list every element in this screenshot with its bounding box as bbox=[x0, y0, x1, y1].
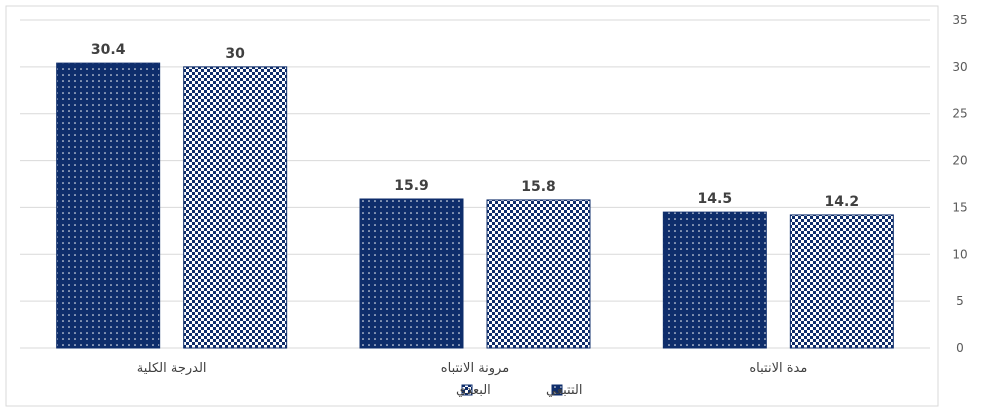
data-label: 15.9 bbox=[394, 178, 429, 194]
data-label: 15.8 bbox=[521, 179, 556, 195]
legend-label: التتبعي bbox=[546, 383, 582, 398]
data-label: 30.4 bbox=[91, 42, 126, 58]
data-label: 14.2 bbox=[825, 194, 860, 210]
legend-label: البعدي bbox=[456, 383, 491, 398]
bars bbox=[56, 62, 894, 349]
data-labels: 30.4 30 15.9 15.8 14.5 14.2 bbox=[91, 42, 859, 210]
bar bbox=[789, 214, 894, 349]
category-labels: الدرجة الكلية مرونة الانتباه مدة الانتباه bbox=[137, 361, 808, 376]
y-tick-label: 35 bbox=[952, 13, 967, 27]
bar bbox=[359, 198, 464, 349]
legend: البعدي التتبعي bbox=[456, 383, 582, 398]
bar bbox=[662, 211, 767, 349]
category-label: مدة الانتباه bbox=[749, 361, 807, 376]
data-label: 14.5 bbox=[698, 191, 733, 207]
bar bbox=[486, 199, 591, 349]
y-tick-label: 0 bbox=[956, 341, 964, 355]
bar bbox=[183, 66, 288, 349]
y-tick-label: 20 bbox=[952, 154, 967, 168]
data-label: 30 bbox=[225, 46, 245, 62]
category-label: مرونة الانتباه bbox=[441, 361, 509, 376]
y-tick-label: 5 bbox=[956, 294, 964, 308]
legend-swatch bbox=[551, 384, 563, 396]
chart-border bbox=[5, 5, 939, 407]
category-label: الدرجة الكلية bbox=[137, 361, 207, 376]
y-tick-label: 25 bbox=[952, 107, 967, 121]
legend-swatch bbox=[461, 384, 473, 396]
y-tick-label: 15 bbox=[952, 200, 967, 214]
y-tick-label: 10 bbox=[952, 247, 967, 261]
y-tick-label: 30 bbox=[952, 60, 967, 74]
gridlines bbox=[20, 19, 930, 349]
bar bbox=[56, 62, 161, 349]
y-axis-tick-labels: 0 5 10 15 20 25 30 35 bbox=[952, 13, 967, 355]
